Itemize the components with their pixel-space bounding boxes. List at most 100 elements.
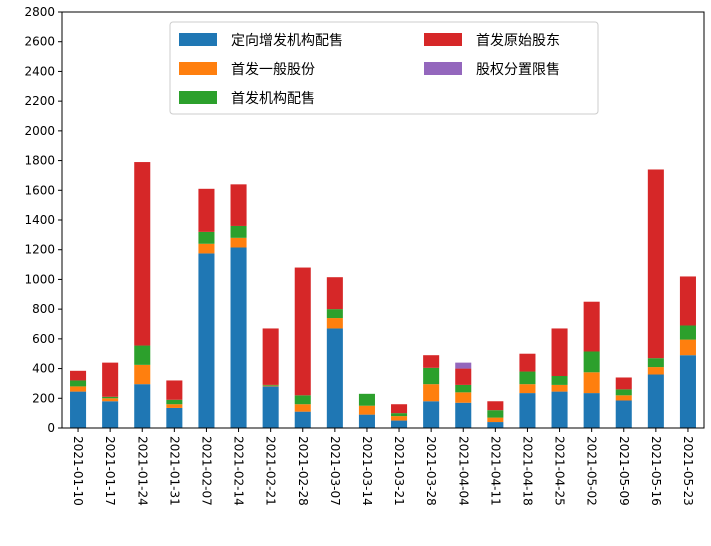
bar-segment-series-2-2021-05-02 [583,372,600,394]
x-tick-label: 2021-04-25 [553,436,567,506]
legend-label: 首发原始股东 [476,33,560,49]
bar-segment-series-3-2021-03-28 [423,367,440,385]
bar-segment-series-4-2021-02-07 [198,188,215,232]
bar-segment-series-3-2021-03-21 [391,413,408,417]
y-tick-label: 2000 [24,124,55,138]
bar-segment-series-1-2021-01-24 [134,384,151,428]
bar-segment-series-1-2021-02-21 [262,386,279,428]
y-tick-label: 400 [32,362,55,376]
bar-segment-series-1-2021-04-18 [519,393,536,428]
bar-segment-series-4-2021-05-16 [647,169,664,359]
bar-segment-series-1-2021-05-23 [679,355,696,428]
bar-segment-series-3-2021-05-02 [583,351,600,373]
bar-segment-series-3-2021-05-23 [679,325,696,340]
x-tick-label: 2021-04-11 [488,436,502,506]
bar-segment-series-2-2021-04-04 [455,392,472,403]
bar-segment-series-4-2021-01-24 [134,162,151,346]
bar-segment-series-2-2021-01-17 [102,398,119,402]
x-tick-label: 2021-03-28 [424,436,438,506]
bar-segment-series-3-2021-02-28 [294,395,311,405]
y-tick-label: 2800 [24,5,55,19]
bar-segment-series-1-2021-01-17 [102,401,119,428]
bar-segment-series-2-2021-02-14 [230,237,247,248]
bar-segment-series-2-2021-03-14 [358,405,375,415]
bar-segment-series-4-2021-02-21 [262,328,279,385]
bar-segment-series-3-2021-01-24 [134,345,151,365]
bar-segment-series-1-2021-05-02 [583,393,600,428]
bar-segment-series-3-2021-04-25 [551,376,568,385]
x-tick-label: 2021-04-04 [456,436,470,506]
bar-segment-series-5-2021-04-04 [455,362,472,369]
bar-segment-series-2-2021-01-24 [134,364,151,385]
legend-swatch [424,62,462,75]
bar-segment-series-4-2021-03-28 [423,355,440,368]
x-tick-label: 2021-03-21 [392,436,406,506]
y-tick-label: 800 [32,302,55,316]
bar-segment-series-1-2021-04-11 [487,422,504,428]
y-tick-label: 0 [47,421,55,435]
bar-segment-series-2-2021-01-31 [166,404,183,408]
y-tick-label: 200 [32,391,55,405]
legend-box [169,21,599,115]
bar-segment-series-4-2021-04-18 [519,353,536,372]
bar-segment-series-3-2021-03-14 [358,393,375,406]
legend-label: 首发一般股份 [231,62,315,78]
bar-segment-series-1-2021-04-04 [455,402,472,428]
bar-segment-series-4-2021-02-14 [230,184,247,226]
bar-segment-series-1-2021-02-07 [198,253,215,428]
legend-swatch [179,33,217,46]
y-tick-label: 2400 [24,64,55,78]
legend-label: 定向增发机构配售 [231,33,343,49]
x-tick-label: 2021-04-18 [520,436,534,506]
bar-segment-series-4-2021-01-10 [70,370,87,381]
bar-segment-series-3-2021-02-14 [230,225,247,238]
bar-segment-series-2-2021-04-25 [551,384,568,392]
bar-segment-series-2-2021-03-28 [423,384,440,402]
bar-segment-series-4-2021-05-02 [583,301,600,352]
bar-segment-series-1-2021-02-14 [230,247,247,428]
bar-segment-series-1-2021-02-28 [294,411,311,428]
x-tick-label: 2021-01-24 [135,436,149,506]
bar-segment-series-1-2021-03-07 [326,328,343,428]
bar-segment-series-1-2021-03-21 [391,420,408,428]
bar-segment-series-2-2021-05-23 [679,339,696,356]
bar-segment-series-2-2021-02-07 [198,243,215,254]
x-tick-label: 2021-01-31 [167,436,181,506]
bar-segment-series-3-2021-05-09 [615,389,632,396]
bar-segment-series-3-2021-01-10 [70,380,87,387]
x-tick-label: 2021-05-09 [617,436,631,506]
bar-segment-series-2-2021-03-07 [326,318,343,329]
bar-segment-series-1-2021-03-14 [358,414,375,428]
bar-segment-series-3-2021-03-07 [326,309,343,319]
x-tick-label: 2021-02-28 [296,436,310,506]
bar-segment-series-2-2021-02-21 [262,385,279,387]
x-tick-label: 2021-02-07 [199,436,213,506]
bar-segment-series-4-2021-03-07 [326,277,343,310]
bar-segment-series-1-2021-04-25 [551,391,568,428]
legend-swatch [424,33,462,46]
x-tick-label: 2021-01-17 [103,436,117,506]
bar-segment-series-3-2021-05-16 [647,358,664,368]
x-tick-label: 2021-01-10 [71,436,85,506]
y-axis: 0 200 400 600 800 1000 1200 1400 1600 1800 2000 220… [24,5,62,435]
bar-segment-series-1-2021-05-09 [615,400,632,428]
x-tick-label: 2021-02-14 [232,436,246,506]
bar-segment-series-4-2021-04-04 [455,368,472,385]
bars-layer [70,162,696,428]
bar-segment-series-2-2021-05-16 [647,367,664,375]
bar-segment-series-2-2021-05-09 [615,395,632,401]
x-axis: 2021-01-10 2021-01-17 2021-01-24 2021-01-31… [71,428,695,506]
legend-swatch [179,62,217,75]
legend-label: 股权分置限售 [476,62,560,78]
x-tick-label: 2021-02-21 [264,436,278,506]
y-tick-label: 600 [32,332,55,346]
bar-segment-series-2-2021-04-18 [519,384,536,394]
bar-segment-series-2-2021-04-11 [487,417,504,423]
y-tick-label: 1400 [24,213,55,227]
y-tick-label: 1800 [24,154,55,168]
bar-segment-series-3-2021-04-04 [455,384,472,393]
bar-segment-series-4-2021-01-17 [102,362,119,397]
x-tick-label: 2021-05-23 [681,436,695,506]
x-tick-label: 2021-05-02 [585,436,599,506]
